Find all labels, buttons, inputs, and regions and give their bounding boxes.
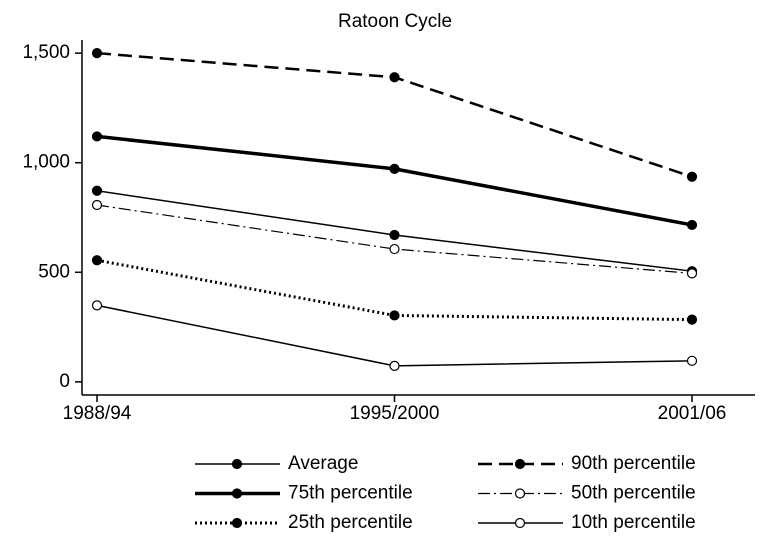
x-tick-label: 1988/94 [63, 403, 132, 424]
point [686, 219, 698, 231]
legend-label: 75th percentile [288, 483, 413, 504]
series-line [96, 258, 693, 322]
point [686, 314, 698, 325]
y-tick-label: 500 [38, 261, 70, 282]
point [686, 171, 698, 182]
point [91, 131, 103, 142]
legend-marker [231, 517, 243, 529]
chart-title: Ratoon Cycle [338, 11, 452, 32]
legend-label: 50th percentile [571, 483, 696, 504]
point [686, 268, 698, 279]
point [389, 163, 400, 174]
legend-label: 25th percentile [288, 512, 413, 533]
point [389, 360, 400, 371]
x-tick-label: 1995/2000 [350, 403, 440, 424]
legend-marker [231, 488, 243, 499]
point [389, 72, 400, 83]
y-tick-label: 1,500 [22, 42, 70, 63]
y-tick-label: 0 [59, 371, 70, 392]
point [389, 229, 400, 241]
legend-label: 10th percentile [571, 512, 696, 533]
point [91, 300, 103, 311]
y-tick-label: 1,000 [22, 152, 70, 173]
point [686, 355, 698, 366]
point [91, 199, 103, 211]
legend-marker [514, 458, 526, 470]
point [389, 243, 400, 255]
legend-marker [514, 488, 526, 499]
point [389, 310, 400, 321]
x-tick-label: 2001/06 [658, 403, 727, 424]
legend-marker [514, 517, 526, 529]
point [91, 48, 103, 59]
point [91, 255, 103, 266]
legend-label: 90th percentile [571, 453, 696, 474]
legend-marker [231, 458, 243, 470]
legend-label: Average [288, 453, 358, 474]
point [91, 185, 103, 196]
